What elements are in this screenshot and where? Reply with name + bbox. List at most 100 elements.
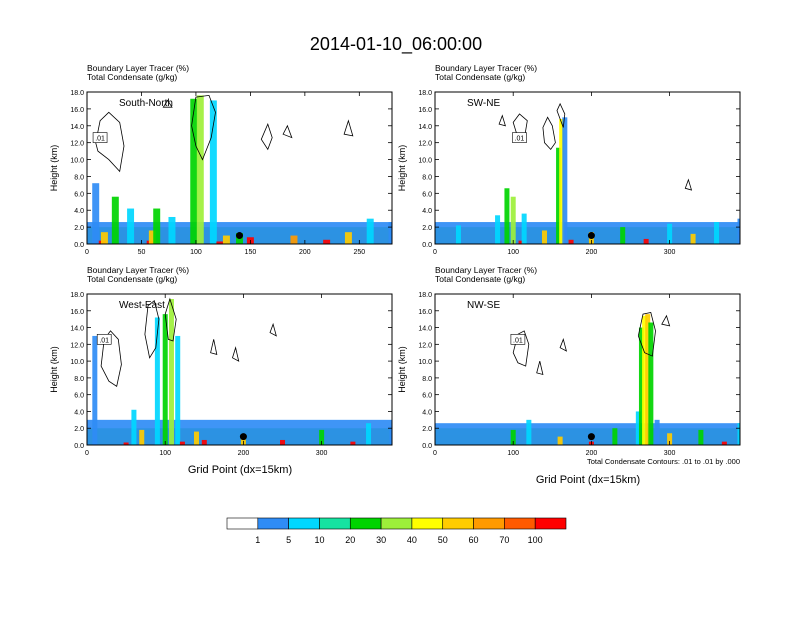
y-tick-label: 8.0	[422, 376, 432, 383]
colorbar-label: 70	[499, 535, 509, 545]
y-tick-label: 12.0	[70, 342, 84, 349]
panel-subtitle: Boundary Layer Tracer (%)	[435, 265, 537, 275]
tracer-column	[645, 314, 651, 445]
x-tick-label: 150	[245, 249, 257, 256]
colorbar-label: 30	[376, 535, 386, 545]
tracer-column	[556, 147, 562, 244]
colorbar-label: 10	[314, 535, 324, 545]
tracer-column	[319, 429, 325, 445]
tracer-column	[559, 119, 565, 244]
contour-label-box	[92, 132, 108, 143]
panel-name: South-North	[119, 98, 173, 109]
y-tick-label: 2.0	[422, 426, 432, 433]
colorbar-swatch	[380, 517, 413, 530]
tracer-column	[562, 117, 568, 244]
contour-line	[512, 113, 528, 141]
contour-label-text: .01	[513, 337, 523, 344]
location-marker	[239, 433, 247, 441]
contour-line	[95, 111, 125, 173]
location-marker	[587, 232, 595, 240]
tracer-column	[344, 232, 352, 244]
y-tick-label: 18.0	[70, 90, 84, 97]
contour-label: .01	[96, 333, 112, 345]
contour-line	[269, 322, 277, 337]
panel-sw-ne: Boundary Layer Tracer (%)Total Condensat…	[397, 63, 741, 256]
tracer-column	[510, 196, 516, 244]
contour-line	[556, 102, 566, 128]
contour-line	[536, 360, 544, 376]
tracer-column	[216, 241, 224, 244]
y-tick-label: 4.0	[74, 208, 84, 215]
tracer-column	[690, 233, 696, 244]
x-tick-label: 200	[238, 450, 250, 457]
contour-line	[164, 297, 177, 342]
tracer-column	[190, 98, 198, 244]
tracer-column	[568, 239, 574, 244]
y-tick-label: 18.0	[70, 292, 84, 299]
y-tick-label: 10.0	[70, 359, 84, 366]
tracer-column	[100, 232, 108, 244]
colorbar-swatch	[226, 517, 259, 530]
colorbar-swatch	[504, 517, 536, 530]
colorbar-swatch	[473, 517, 505, 530]
tracer-column	[323, 239, 331, 244]
tracer-column	[366, 423, 372, 445]
tracer-column	[455, 225, 461, 244]
colorbar-swatch	[288, 517, 320, 530]
contour-label: .01	[510, 333, 526, 345]
panel-south-north: Boundary Layer Tracer (%)Total Condensat…	[49, 63, 393, 256]
tracer-column	[521, 213, 527, 244]
tracer-column	[510, 429, 516, 445]
x-tick-label: 0	[85, 450, 89, 457]
y-tick-label: 4.0	[74, 409, 84, 416]
y-tick-label: 14.0	[418, 124, 432, 131]
contour-label-box	[510, 333, 526, 345]
location-marker	[236, 232, 243, 240]
x-tick-label: 300	[664, 450, 676, 457]
colorbar-label: 20	[345, 535, 355, 545]
x-tick-label: 250	[353, 249, 365, 256]
tracer-column	[518, 240, 524, 244]
tracer-column	[526, 419, 532, 445]
plot-background	[435, 92, 740, 244]
panel-subtitle: Total Condensate (g/kg)	[87, 274, 177, 284]
contour-line	[282, 124, 293, 139]
y-tick-label: 2.0	[74, 426, 84, 433]
y-tick-label: 10.0	[418, 158, 432, 165]
tracer-column	[643, 238, 649, 244]
y-tick-label: 10.0	[418, 359, 432, 366]
tracer-column	[388, 222, 392, 244]
x-tick-label: 100	[507, 450, 519, 457]
plot-background	[435, 294, 740, 445]
y-axis-label: Height (km)	[49, 346, 59, 393]
colorbar-label: 100	[528, 535, 543, 545]
y-tick-label: 10.0	[70, 158, 84, 165]
x-tick-label: 200	[586, 450, 598, 457]
y-tick-label: 14.0	[70, 124, 84, 131]
contour-label-box	[512, 132, 527, 143]
y-tick-label: 6.0	[74, 191, 84, 198]
plot-frame	[86, 91, 393, 245]
tracer-column	[193, 431, 199, 445]
tracer-column	[222, 235, 230, 244]
colorbar-swatch	[257, 517, 289, 530]
colorbar-swatch	[319, 517, 351, 530]
x-tick-label: 100	[159, 450, 171, 457]
tracer-column	[737, 218, 740, 244]
colorbar-swatch	[349, 517, 382, 530]
tracer-column	[209, 100, 217, 244]
y-tick-label: 8.0	[422, 174, 432, 181]
panel-subtitle: Boundary Layer Tracer (%)	[87, 63, 189, 73]
contour-line	[162, 99, 173, 108]
tracer-column	[87, 419, 392, 445]
contour-line	[260, 122, 273, 151]
y-tick-label: 4.0	[422, 409, 432, 416]
tracer-column	[654, 419, 660, 445]
y-tick-label: 0.0	[74, 242, 84, 249]
panel-nw-se: Boundary Layer Tracer (%)Total Condensat…	[397, 265, 741, 457]
tracer-column	[196, 95, 204, 244]
tracer-column	[127, 208, 135, 244]
tracer-column	[642, 315, 648, 445]
tracer-column	[153, 208, 161, 244]
tracer-column	[495, 215, 501, 244]
